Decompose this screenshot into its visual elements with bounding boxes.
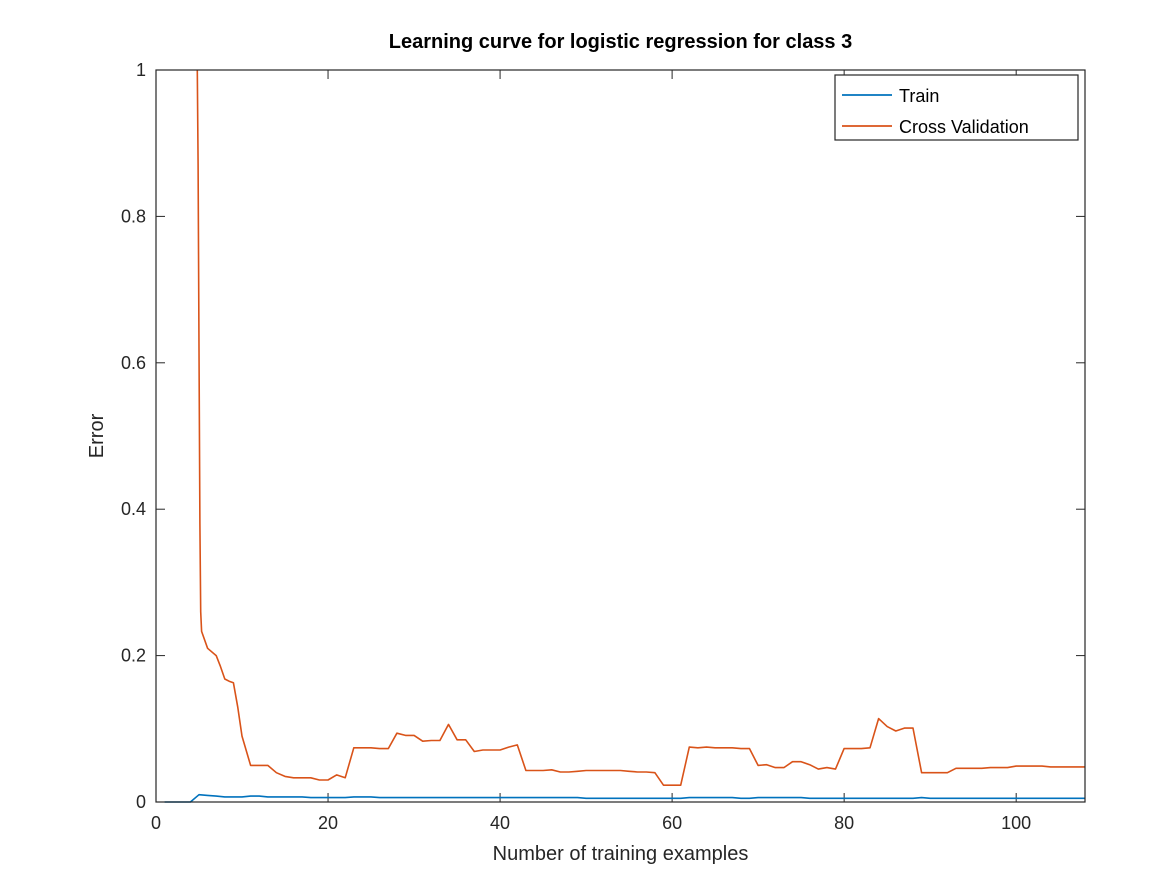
x-tick-label: 60	[662, 813, 682, 833]
y-tick-label: 0	[136, 792, 146, 812]
y-tick-label: 0.2	[121, 646, 146, 666]
y-tick-label: 0.4	[121, 499, 146, 519]
x-tick-label: 100	[1001, 813, 1031, 833]
x-tick-label: 0	[151, 813, 161, 833]
legend-label: Cross Validation	[899, 117, 1029, 137]
ticks-layer: 0 20 40 60 80 100 0 0.2 0.4 0.6 0.8 1	[121, 60, 1085, 833]
x-tick-label: 20	[318, 813, 338, 833]
series-line-train	[164, 793, 1085, 803]
y-axis-label: Error	[86, 413, 108, 458]
x-tick-label: 80	[834, 813, 854, 833]
y-tick-label: 0.8	[121, 206, 146, 226]
y-tick-label: 0.6	[121, 353, 146, 373]
series-layer	[164, 69, 1085, 803]
legend: Train Cross Validation	[834, 74, 1079, 141]
x-axis-label: Number of training examples	[493, 843, 749, 865]
chart-title: Learning curve for logistic regression f…	[389, 31, 853, 53]
plot-frame	[155, 69, 1086, 803]
legend-label: Train	[899, 86, 939, 106]
series-line-cross-validation	[196, 69, 1085, 787]
x-tick-label: 40	[490, 813, 510, 833]
legend-box	[834, 74, 1079, 141]
plot-area	[156, 70, 1085, 802]
y-tick-label: 1	[136, 60, 146, 80]
